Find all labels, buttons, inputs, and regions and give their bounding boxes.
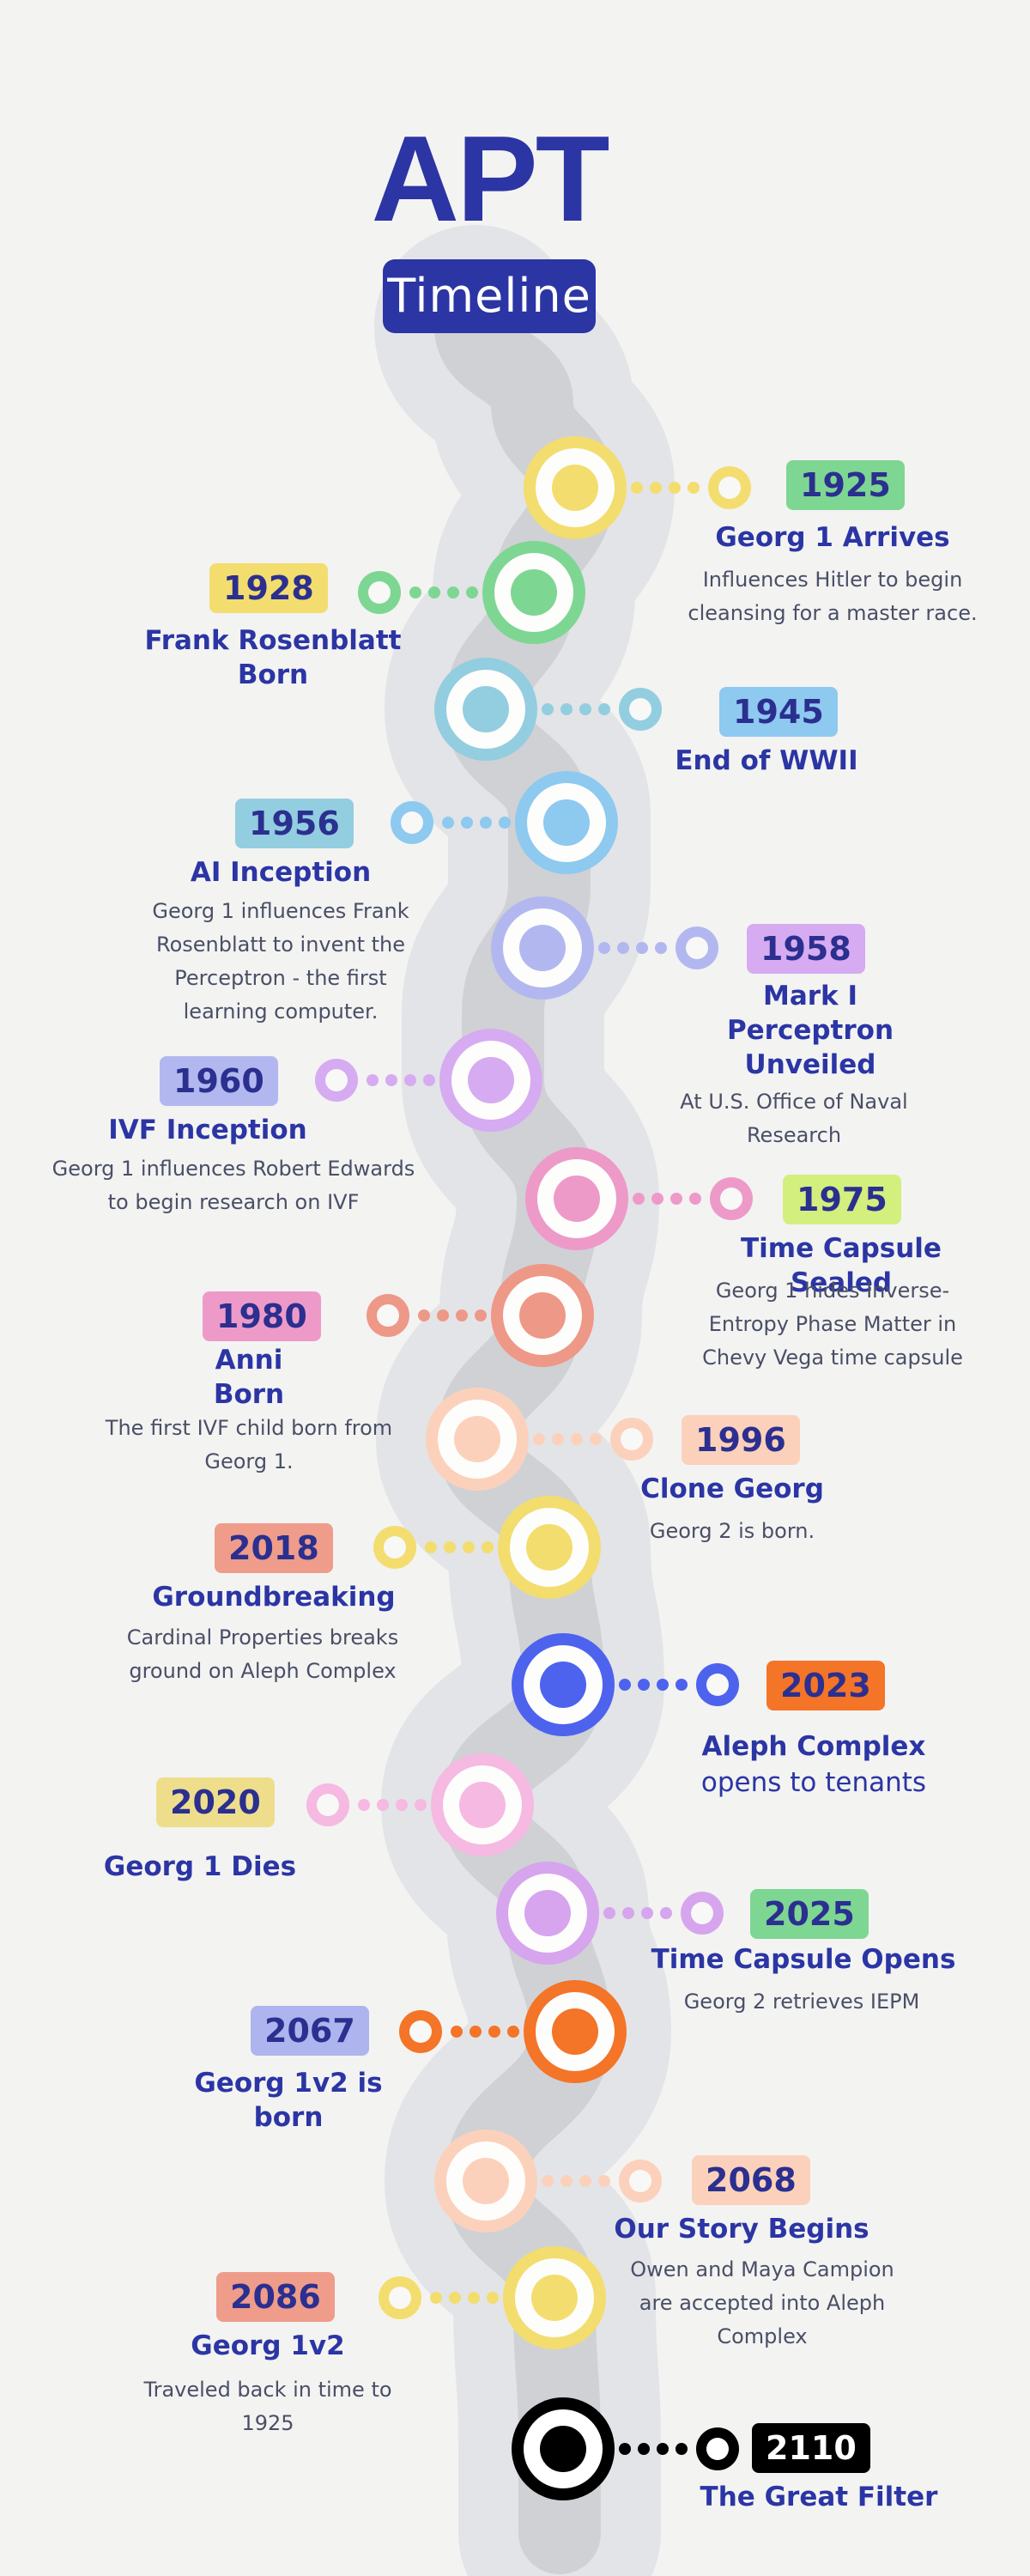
event-title-1928: Frank Rosenblatt Born: [144, 625, 402, 690]
event-desc-2086: Traveled back in time to 1925: [143, 2378, 392, 2435]
year-badge-2110: 2110: [752, 2423, 870, 2473]
event-title-2110: The Great Filter: [700, 2482, 938, 2512]
event-desc-2018: Cardinal Properties breaks ground on Ale…: [126, 1625, 399, 1683]
year-badge-1925: 1925: [786, 460, 905, 510]
event-desc-1996: Georg 2 is born.: [649, 1519, 815, 1543]
event-desc-2025: Georg 2 retrieves IEPM: [683, 1990, 920, 2014]
event-title-1960: IVF Inception: [108, 1115, 307, 1145]
page-subtitle: Timeline: [383, 259, 596, 333]
event-title-2086: Georg 1v2: [191, 2330, 345, 2361]
year-badge-1975: 1975: [783, 1175, 901, 1224]
event-desc-1975: Georg 1 hides Inverse-Entropy Phase Matt…: [702, 1279, 963, 1370]
year-badge-2018: 2018: [215, 1523, 333, 1573]
year-badge-1958: 1958: [747, 924, 865, 974]
event-title-2018: Groundbreaking: [152, 1582, 396, 1613]
event-title-2067: Georg 1v2 is born: [194, 2068, 383, 2133]
road-center: [434, 285, 615, 2574]
year-badge-2067: 2067: [251, 2006, 369, 2056]
event-subtitle-2023: opens to tenants: [700, 1767, 927, 1798]
page-title: APT: [371, 111, 610, 247]
year-badge-1996: 1996: [682, 1415, 800, 1465]
year-badge-2025: 2025: [750, 1889, 869, 1939]
event-title-2068: Our Story Begins: [614, 2214, 869, 2245]
event-title-1956: AI Inception: [190, 857, 372, 888]
year-badge-1980: 1980: [203, 1291, 321, 1341]
event-title-1996: Clone Georg: [640, 1473, 824, 1504]
event-desc-1958: At U.S. Office of Naval Research: [680, 1090, 908, 1147]
year-badge-1956: 1956: [235, 799, 354, 848]
year-badge-2086: 2086: [216, 2272, 335, 2322]
event-title-2025: Time Capsule Opens: [651, 1944, 956, 1975]
event-desc-2068: Owen and Maya Campion are accepted into …: [630, 2257, 894, 2348]
event-title-2023: Aleph Complex: [701, 1731, 926, 1762]
year-badge-1945: 1945: [719, 687, 838, 737]
event-title-1980: Anni Born: [213, 1345, 285, 1410]
year-badge-1928: 1928: [209, 563, 328, 613]
event-title-1958: Mark I Perceptron Unveiled: [726, 981, 894, 1080]
year-badge-2020: 2020: [156, 1777, 275, 1827]
event-desc-1925: Influences Hitler to begin cleansing for…: [688, 568, 978, 625]
event-desc-1980: The first IVF child born from Georg 1.: [105, 1416, 393, 1473]
event-title-1945: End of WWII: [675, 745, 858, 776]
event-title-2020: Georg 1 Dies: [103, 1851, 297, 1882]
event-title-1975: Time Capsule Sealed: [741, 1233, 942, 1298]
event-title-1925: Georg 1 Arrives: [715, 522, 950, 553]
event-desc-1956: Georg 1 influences Frank Rosenblatt to i…: [152, 899, 409, 1024]
year-badge-2068: 2068: [692, 2155, 810, 2205]
year-badge-2023: 2023: [766, 1661, 885, 1710]
year-badge-1960: 1960: [160, 1056, 278, 1106]
event-desc-1960: Georg 1 influences Robert Edwards to beg…: [52, 1157, 415, 1214]
